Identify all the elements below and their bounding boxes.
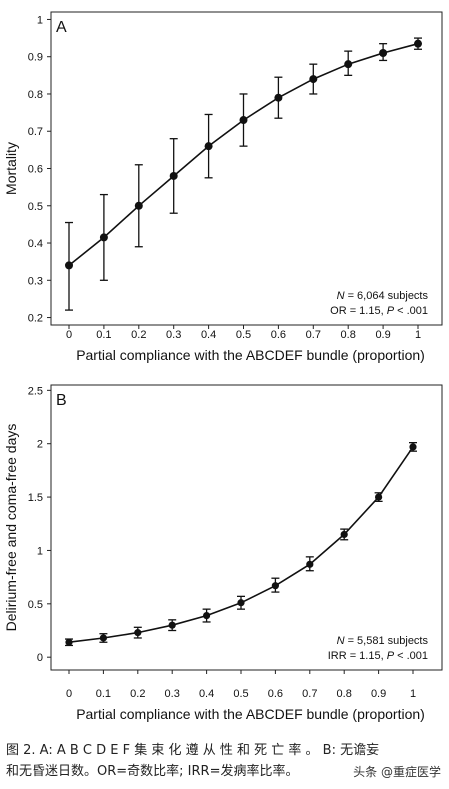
x-tick-label: 0.9 bbox=[375, 329, 390, 341]
data-point bbox=[169, 171, 178, 180]
y-tick-label: 0.7 bbox=[28, 126, 43, 138]
y-tick-label: 0.9 bbox=[28, 52, 43, 64]
y-tick-label: 0.6 bbox=[28, 164, 43, 176]
data-point bbox=[271, 582, 279, 590]
y-tick-label: 1 bbox=[37, 14, 43, 26]
x-tick-label: 0 bbox=[66, 688, 72, 700]
data-point bbox=[99, 634, 107, 642]
data-point bbox=[414, 39, 422, 48]
y-tick-label: 1.5 bbox=[28, 492, 43, 504]
data-point bbox=[168, 621, 176, 629]
x-axis-label: Partial compliance with the ABCDEF bundl… bbox=[76, 706, 425, 722]
data-point bbox=[237, 599, 245, 607]
y-tick-label: 0.2 bbox=[28, 313, 43, 325]
x-tick-label: 0.9 bbox=[371, 688, 386, 700]
data-point bbox=[344, 60, 353, 69]
y-tick-label: 0.5 bbox=[28, 201, 43, 213]
data-point bbox=[379, 48, 388, 57]
y-tick-label: 0 bbox=[37, 652, 43, 664]
x-tick-label: 0.4 bbox=[199, 688, 214, 700]
chart-panel-b: B 0 0.5 1 1.5 2 2.5 0 0.1 0.2 0.3 0.4 0.5 0.6 0.7 0.8 0.… bbox=[3, 384, 443, 722]
y-tick-label: 0.4 bbox=[28, 238, 43, 250]
annotation-sample-size: N = 5,581 subjects bbox=[337, 635, 429, 647]
data-point bbox=[134, 201, 143, 210]
annotation-sample-size: N = 6,064 subjects bbox=[337, 290, 429, 302]
x-tick-label: 0.7 bbox=[306, 329, 321, 341]
y-tick-label: 2 bbox=[37, 439, 43, 451]
x-tick-label: 0.4 bbox=[201, 329, 216, 341]
x-axis-label: Partial compliance with the ABCDEF bundl… bbox=[76, 347, 425, 363]
x-tick-label: 0.8 bbox=[337, 688, 352, 700]
data-point bbox=[65, 261, 73, 270]
figure-caption: 图 2. A: A B C D E F 集 束 化 遵 从 性 和 死 亡 率 … bbox=[6, 740, 443, 782]
x-tick-label: 0.2 bbox=[131, 329, 146, 341]
data-point bbox=[274, 93, 283, 102]
chart-panel-a: A 0.2 0.3 0.4 0.5 0.6 0.7 0.8 0.9 1 0 0.1 0.2 0.3 0.4 0… bbox=[3, 11, 443, 363]
x-tick-label: 0.5 bbox=[236, 329, 251, 341]
x-tick-label: 0.6 bbox=[271, 329, 286, 341]
data-point bbox=[309, 75, 318, 84]
data-point bbox=[65, 638, 73, 646]
data-point bbox=[134, 629, 142, 637]
y-axis-label: Delirium-free and coma-free days bbox=[3, 424, 19, 632]
plot-frame bbox=[50, 384, 443, 671]
x-tick-label: 0.5 bbox=[233, 688, 248, 700]
y-axis-label: Mortality bbox=[3, 142, 19, 195]
x-tick-label: 0.6 bbox=[268, 688, 283, 700]
x-tick-label: 0.2 bbox=[130, 688, 145, 700]
data-point bbox=[239, 116, 248, 125]
data-point bbox=[375, 493, 383, 501]
x-tick-label: 0.1 bbox=[96, 329, 111, 341]
data-point bbox=[340, 530, 348, 539]
data-point bbox=[203, 611, 211, 620]
series-line bbox=[68, 446, 414, 643]
x-tick-label: 0.7 bbox=[302, 688, 317, 700]
x-tick-label: 0.3 bbox=[165, 688, 180, 700]
data-point bbox=[204, 142, 213, 151]
data-point bbox=[409, 443, 417, 451]
annotation-statistic: IRR = 1.15, P < .001 bbox=[328, 650, 428, 662]
y-tick-label: 0.8 bbox=[28, 89, 43, 101]
panel-label: A bbox=[56, 19, 67, 36]
watermark: 头条 @重症医学 bbox=[353, 765, 441, 779]
x-tick-label: 0 bbox=[66, 329, 72, 341]
y-tick-label: 2.5 bbox=[28, 385, 43, 397]
series-line bbox=[68, 42, 419, 267]
x-tick-label: 0.1 bbox=[96, 688, 111, 700]
y-tick-label: 1 bbox=[37, 545, 43, 557]
panel-label: B bbox=[56, 392, 67, 409]
x-tick-label: 1 bbox=[415, 329, 421, 341]
annotation-statistic: OR = 1.15, P < .001 bbox=[330, 305, 428, 317]
y-tick-label: 0.3 bbox=[28, 275, 43, 287]
data-point bbox=[99, 233, 108, 242]
y-tick-label: 0.5 bbox=[28, 599, 43, 611]
data-point bbox=[306, 560, 314, 568]
caption-line-2: 和无昏迷日数。OR=奇数比率; IRR=发病率比率。 bbox=[6, 764, 299, 779]
x-tick-label: 0.8 bbox=[341, 329, 356, 341]
caption-line-1: 图 2. A: A B C D E F 集 束 化 遵 从 性 和 死 亡 率 … bbox=[6, 743, 380, 758]
x-tick-label: 0.3 bbox=[166, 329, 181, 341]
x-tick-label: 1 bbox=[410, 688, 416, 700]
